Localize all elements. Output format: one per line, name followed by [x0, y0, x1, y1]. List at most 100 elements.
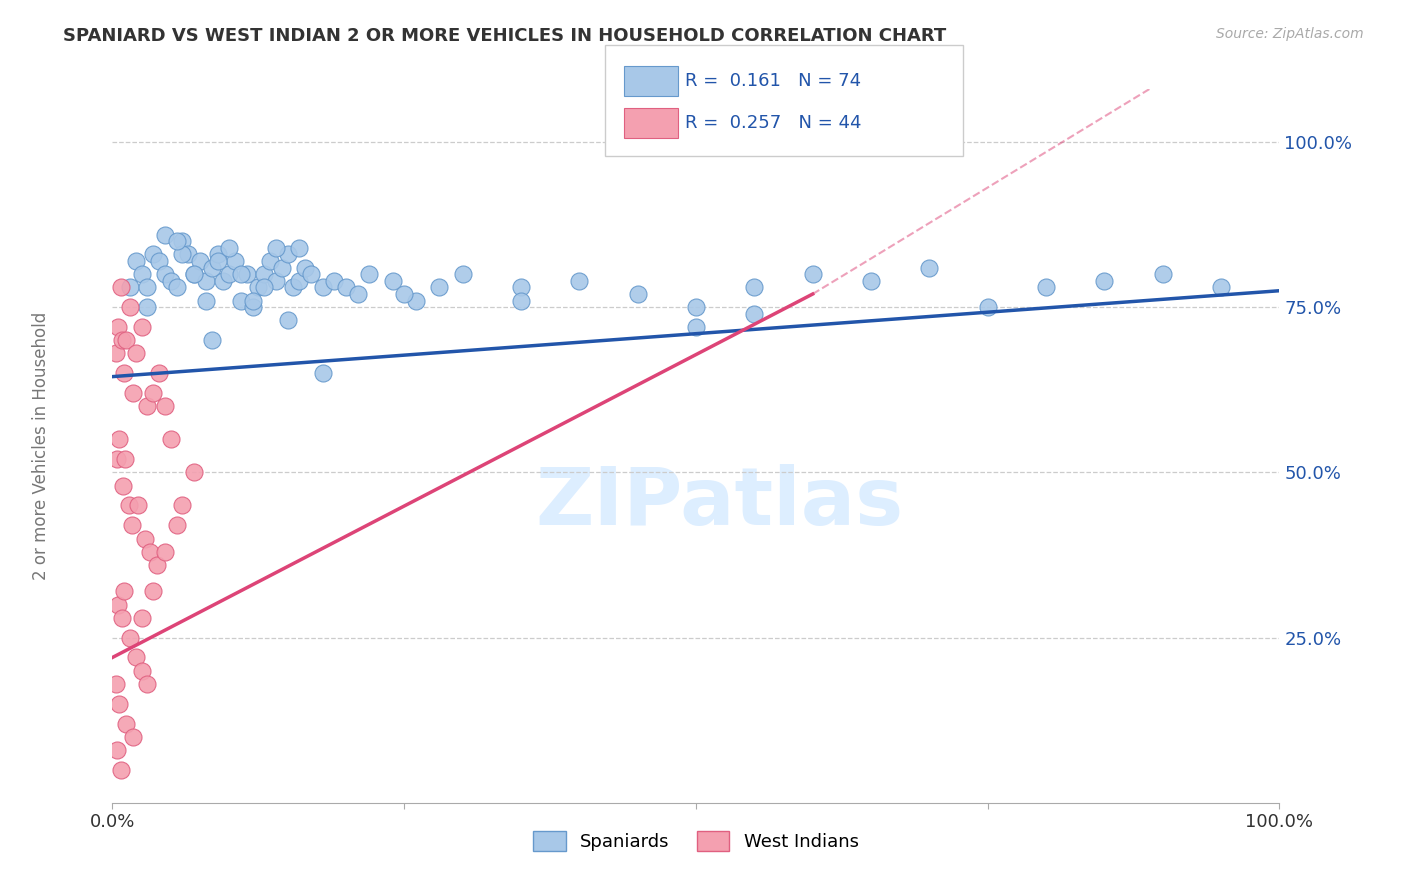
Point	[253, 267, 276, 281]
Point	[142, 584, 165, 599]
Point	[346, 287, 368, 301]
Point	[111, 333, 134, 347]
Point	[201, 260, 224, 275]
Point	[1152, 267, 1174, 281]
Point	[142, 386, 165, 401]
Point	[153, 227, 176, 242]
Point	[323, 274, 346, 288]
Point	[131, 611, 153, 625]
Point	[122, 386, 145, 401]
Text: R =  0.257   N = 44: R = 0.257 N = 44	[685, 114, 862, 132]
Point	[160, 274, 183, 288]
Point	[166, 518, 188, 533]
Point	[188, 254, 211, 268]
Point	[194, 293, 217, 308]
Point	[294, 260, 316, 275]
Point	[104, 346, 127, 360]
Point	[568, 274, 591, 288]
Point	[105, 452, 128, 467]
Point	[744, 307, 766, 321]
Point	[136, 400, 159, 414]
Text: ZIPatlas: ZIPatlas	[536, 464, 904, 542]
Point	[1209, 280, 1232, 294]
Point	[744, 280, 766, 294]
Point	[229, 293, 252, 308]
Point	[166, 280, 188, 294]
Point	[166, 234, 188, 248]
Point	[172, 499, 194, 513]
Point	[860, 274, 883, 288]
Point	[276, 247, 298, 261]
Point	[299, 267, 322, 281]
Point	[311, 367, 333, 381]
Point	[148, 367, 170, 381]
Point	[136, 280, 159, 294]
Text: Source: ZipAtlas.com: Source: ZipAtlas.com	[1216, 27, 1364, 41]
Point	[118, 280, 141, 294]
Point	[685, 300, 707, 314]
Point	[259, 254, 281, 268]
Point	[276, 313, 298, 327]
Point	[136, 677, 159, 691]
Point	[242, 293, 264, 308]
Point	[311, 280, 333, 294]
Point	[183, 466, 205, 480]
Point	[104, 677, 127, 691]
Text: SPANIARD VS WEST INDIAN 2 OR MORE VEHICLES IN HOUSEHOLD CORRELATION CHART: SPANIARD VS WEST INDIAN 2 OR MORE VEHICL…	[63, 27, 946, 45]
Legend: Spaniards, West Indians: Spaniards, West Indians	[526, 823, 866, 858]
Point	[114, 452, 136, 467]
Point	[242, 300, 264, 314]
Point	[125, 650, 148, 665]
Point	[218, 267, 240, 281]
Point	[627, 287, 650, 301]
Point	[142, 247, 165, 261]
Point	[118, 300, 141, 314]
Point	[131, 267, 153, 281]
Point	[427, 280, 450, 294]
Point	[153, 545, 176, 559]
Point	[359, 267, 381, 281]
Point	[283, 280, 305, 294]
Point	[288, 274, 311, 288]
Point	[405, 293, 427, 308]
Point	[111, 611, 134, 625]
Point	[110, 280, 132, 294]
Point	[112, 584, 135, 599]
Y-axis label: 2 or more Vehicles in Household: 2 or more Vehicles in Household	[32, 312, 51, 580]
Point	[201, 333, 224, 347]
Point	[172, 234, 194, 248]
Point	[115, 333, 138, 347]
Point	[253, 280, 276, 294]
Point	[183, 267, 205, 281]
Point	[107, 320, 129, 334]
Point	[110, 763, 132, 777]
Point	[107, 598, 129, 612]
Point	[125, 254, 148, 268]
Point	[207, 247, 229, 261]
Point	[160, 433, 183, 447]
Point	[131, 320, 153, 334]
Point	[229, 267, 252, 281]
Point	[108, 697, 131, 711]
Point	[177, 247, 200, 261]
Point	[115, 716, 138, 731]
Point	[976, 300, 998, 314]
Point	[136, 300, 159, 314]
Point	[148, 254, 170, 268]
Point	[264, 241, 287, 255]
Point	[218, 241, 240, 255]
Point	[118, 499, 141, 513]
Point	[134, 532, 156, 546]
Point	[153, 267, 176, 281]
Text: R =  0.161   N = 74: R = 0.161 N = 74	[685, 72, 860, 90]
Point	[125, 346, 148, 360]
Point	[918, 260, 941, 275]
Point	[105, 743, 128, 757]
Point	[451, 267, 474, 281]
Point	[122, 730, 145, 744]
Point	[1094, 274, 1116, 288]
Point	[172, 247, 194, 261]
Point	[509, 280, 531, 294]
Point	[183, 267, 205, 281]
Point	[381, 274, 404, 288]
